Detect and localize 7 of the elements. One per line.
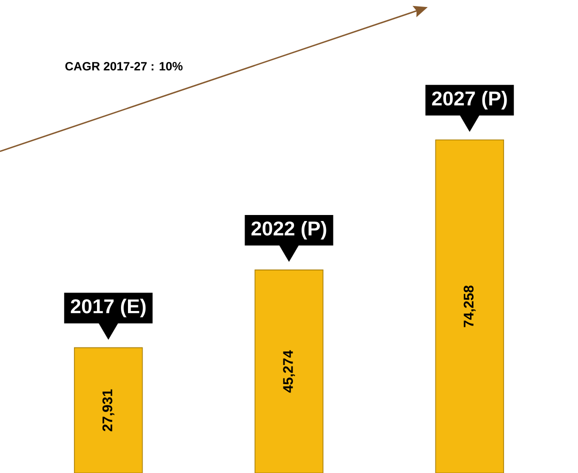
x-tick-label: 2017 (E) xyxy=(70,298,146,318)
data-label: 74,258 xyxy=(464,286,476,328)
x-tick-label: 2022 (P) xyxy=(251,220,326,240)
text: CAGR 2017-27 : 10% xyxy=(65,62,183,70)
x-tick-label: 2027 (P) xyxy=(432,90,507,110)
data-label: 45,274 xyxy=(283,350,295,393)
data-label: 27,931 xyxy=(102,389,114,432)
